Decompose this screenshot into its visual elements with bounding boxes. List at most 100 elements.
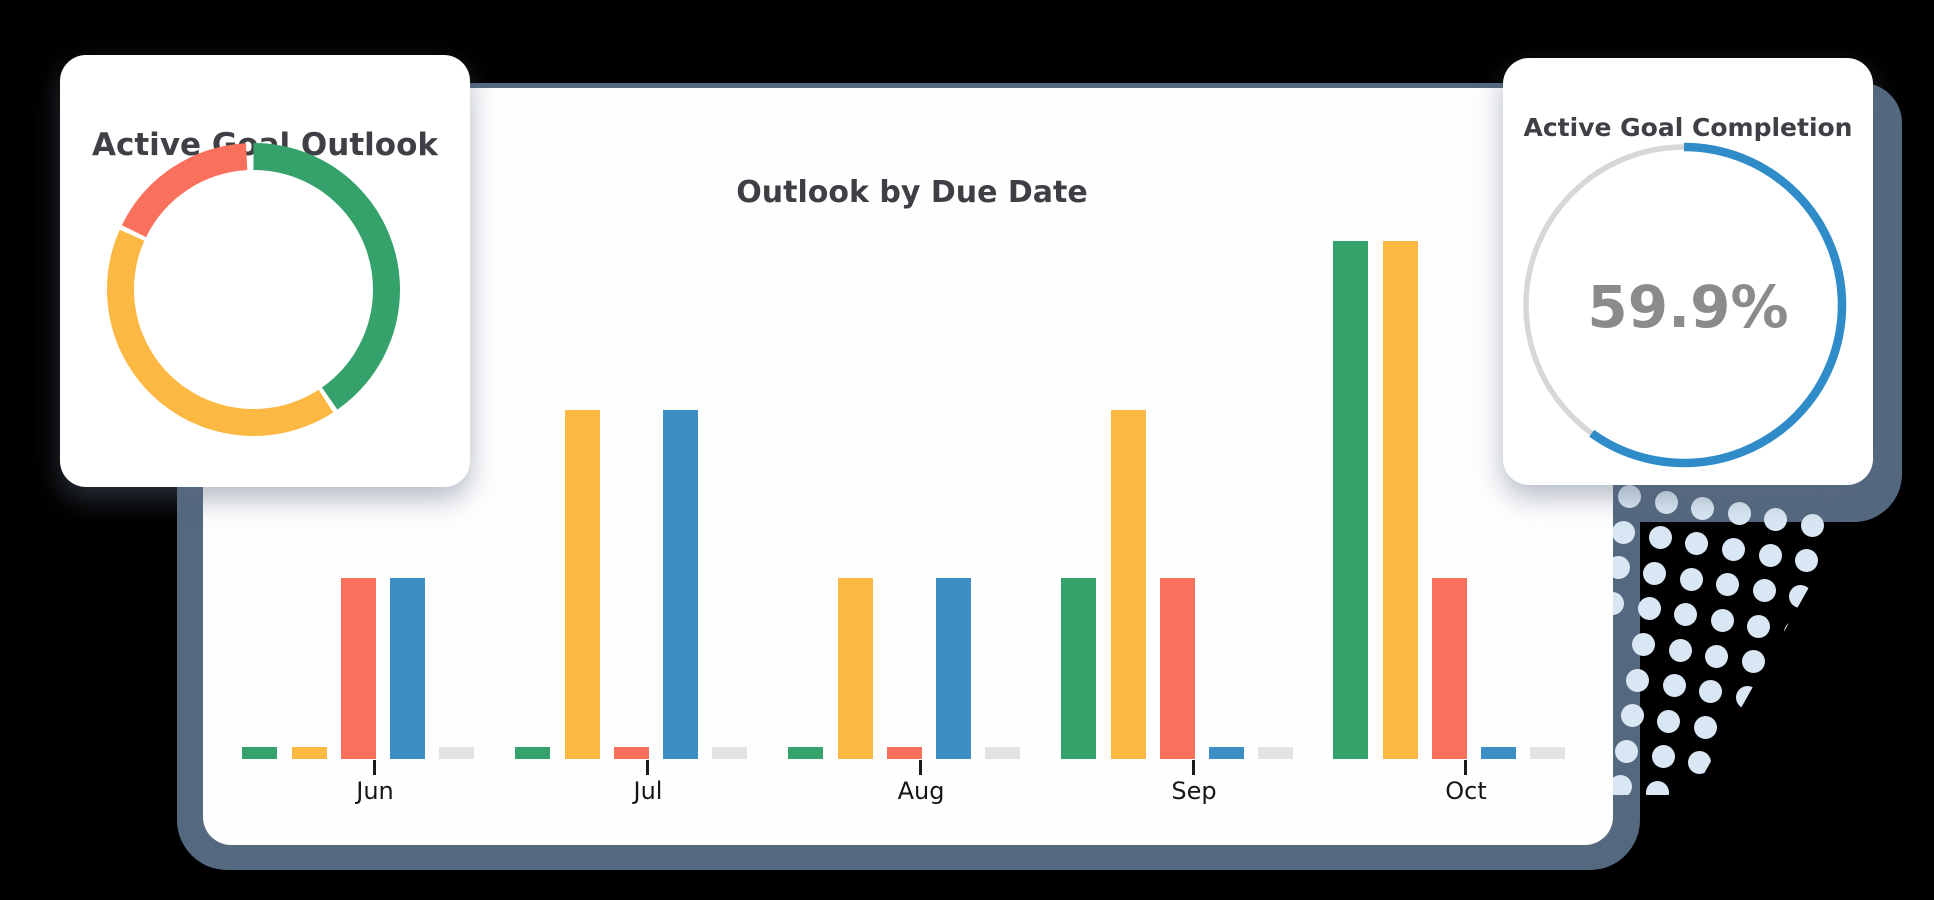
goal-outlook-donut-chart <box>106 142 400 436</box>
decoration-dot <box>1789 585 1813 609</box>
decoration-dot <box>1651 745 1675 769</box>
decoration-dot <box>1626 668 1650 692</box>
decoration-dot <box>1613 591 1625 615</box>
decoration-dot <box>1646 781 1670 795</box>
decoration-dot <box>1809 697 1830 721</box>
bar-sep-yellow <box>1110 410 1146 759</box>
decoration-dot <box>1752 579 1776 603</box>
decoration-dot <box>1766 727 1790 751</box>
progress-ring-value-arc <box>1521 142 1847 468</box>
x-axis-tick-aug <box>919 760 922 775</box>
decoration-dot <box>1668 638 1692 662</box>
decoration-dot <box>1795 549 1819 573</box>
bar-oct-gray <box>1530 747 1565 759</box>
decoration-dot <box>1679 567 1703 591</box>
bar-jun-gray <box>439 747 474 759</box>
decoration-dot <box>1832 555 1855 578</box>
decoration-dot <box>1615 739 1639 763</box>
decoration-dot <box>1643 561 1667 585</box>
decoration-dot <box>1772 691 1796 715</box>
decoration-dot <box>1741 650 1765 674</box>
decoration-dot <box>1758 543 1782 567</box>
bar-aug-yellow <box>837 578 873 759</box>
decoration-dot <box>1747 614 1771 638</box>
decoration-dot <box>1820 626 1830 650</box>
bar-jul-yellow <box>564 410 600 759</box>
bar-jun-green <box>242 747 277 759</box>
decoration-dot <box>1618 485 1641 508</box>
decoration-dot <box>1693 715 1717 739</box>
decoration-dot <box>1803 733 1827 757</box>
bar-aug-blue <box>936 578 971 759</box>
decoration-dot <box>1705 644 1729 668</box>
bar-jul-gray <box>712 747 747 759</box>
decoration-dot <box>1722 537 1745 561</box>
decoration-dot <box>1730 721 1754 745</box>
bar-jun-yellow <box>291 747 327 759</box>
decoration-dot <box>1632 633 1656 656</box>
bar-jul-green <box>515 747 550 759</box>
decoration-dot <box>1657 709 1681 733</box>
bar-jul-red <box>614 747 649 759</box>
decoration-dot <box>1620 704 1644 728</box>
bar-chart-title: Outlook by Due Date <box>736 175 1088 210</box>
x-axis-label-oct: Oct <box>1445 777 1487 805</box>
decoration-dot <box>1654 490 1678 514</box>
donut-segment-red <box>106 142 400 436</box>
donut-segment-yellow <box>106 142 400 436</box>
x-axis-label-jul: Jul <box>633 777 663 805</box>
decoration-dot <box>1648 526 1672 550</box>
bar-oct-green <box>1333 241 1368 759</box>
bar-sep-green <box>1061 578 1096 759</box>
decoration-dot <box>1814 661 1830 685</box>
decoration-dot <box>1826 590 1830 614</box>
donut-segment-green <box>107 143 400 436</box>
bar-aug-green <box>788 747 823 759</box>
bar-sep-blue <box>1209 747 1244 759</box>
decoration-dot <box>1688 751 1712 775</box>
bar-oct-yellow <box>1382 241 1418 759</box>
decoration-dot <box>1637 597 1661 621</box>
bar-oct-red <box>1432 578 1467 759</box>
bar-jun-red <box>341 578 376 759</box>
bar-oct-blue <box>1481 747 1516 759</box>
decoration-dot <box>1778 656 1802 680</box>
active-goal-outlook-card: Active Goal Outlook <box>60 55 470 487</box>
bar-jul-blue <box>663 410 698 759</box>
decoration-dot <box>1662 674 1686 698</box>
x-axis-label-jun: Jun <box>356 777 394 805</box>
decoration-dot <box>1674 603 1698 627</box>
x-axis-tick-sep <box>1192 760 1195 775</box>
decoration-dot <box>1783 620 1807 644</box>
bar-aug-red <box>887 747 922 759</box>
decoration-dot <box>1797 768 1821 792</box>
decoration-dot <box>1691 496 1715 520</box>
decoration-dot <box>1837 520 1860 543</box>
decoration-dot <box>1710 609 1734 633</box>
x-axis-tick-jul <box>646 760 649 775</box>
decoration-dot <box>1761 762 1785 786</box>
decoration-dot <box>1685 532 1709 556</box>
x-axis-label-aug: Aug <box>897 777 945 805</box>
decoration-dot <box>1727 502 1751 526</box>
completion-percentage-value: 59.9% <box>1587 273 1789 341</box>
decoration-dot <box>1764 508 1788 532</box>
bar-sep-gray <box>1258 747 1293 759</box>
decoration-dot <box>1613 520 1636 544</box>
decoration-dot <box>1613 556 1630 580</box>
decoration-dot <box>1716 573 1740 597</box>
bar-jun-blue <box>390 578 425 759</box>
bar-aug-gray <box>985 747 1020 759</box>
active-goal-completion-title: Active Goal Completion <box>1523 113 1853 142</box>
bar-sep-red <box>1160 578 1195 759</box>
goal-completion-progress-ring <box>1521 142 1847 468</box>
decoration-dot <box>1724 757 1748 781</box>
x-axis-label-sep: Sep <box>1171 777 1217 805</box>
decoration-dot <box>1800 513 1824 537</box>
x-axis-tick-oct <box>1464 760 1467 775</box>
decoration-dot <box>1613 775 1633 795</box>
active-goal-completion-card: Active Goal Completion 59.9% <box>1503 58 1873 485</box>
decoration-dot <box>1699 680 1723 704</box>
x-axis-tick-jun <box>373 760 376 775</box>
